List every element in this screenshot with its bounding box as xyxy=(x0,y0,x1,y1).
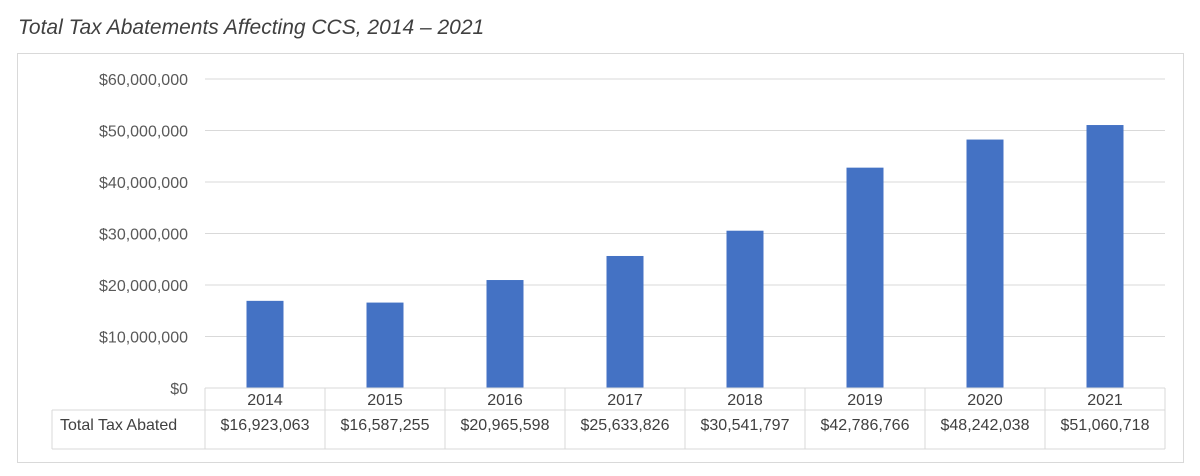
bar-2015 xyxy=(366,302,404,388)
table-value-cell: $25,633,826 xyxy=(581,417,670,434)
x-category-label: 2015 xyxy=(367,392,403,409)
y-tick-label: $40,000,000 xyxy=(99,175,188,192)
table-value-cell: $20,965,598 xyxy=(461,417,550,434)
bar-2016 xyxy=(486,280,524,388)
table-value-cell: $30,541,797 xyxy=(701,417,790,434)
y-tick-label: $20,000,000 xyxy=(99,278,188,295)
chart-frame xyxy=(17,53,1184,463)
y-tick-label: $60,000,000 xyxy=(99,72,188,89)
y-tick-label: $30,000,000 xyxy=(99,227,188,244)
x-category-label: 2014 xyxy=(247,392,283,409)
y-tick-label: $10,000,000 xyxy=(99,330,188,347)
bar-2017 xyxy=(606,255,644,388)
y-tick-label: $0 xyxy=(170,381,188,398)
bar-2019 xyxy=(846,167,884,388)
bar-2018 xyxy=(726,230,764,388)
x-category-label: 2017 xyxy=(607,392,643,409)
x-category-label: 2020 xyxy=(967,392,1003,409)
bar-2014 xyxy=(246,300,284,388)
x-category-label: 2019 xyxy=(847,392,883,409)
bar-2021 xyxy=(1086,125,1124,389)
x-category-label: 2018 xyxy=(727,392,763,409)
table-row-header: Total Tax Abated xyxy=(60,417,177,434)
table-value-cell: $51,060,718 xyxy=(1061,417,1150,434)
chart-title: Total Tax Abatements Affecting CCS, 2014… xyxy=(18,16,485,39)
y-tick-label: $50,000,000 xyxy=(99,124,188,141)
table-value-cell: $48,242,038 xyxy=(941,417,1030,434)
table-value-cell: $42,786,766 xyxy=(821,417,910,434)
x-category-label: 2021 xyxy=(1087,392,1123,409)
x-category-label: 2016 xyxy=(487,392,523,409)
table-value-cell: $16,587,255 xyxy=(341,417,430,434)
table-value-cell: $16,923,063 xyxy=(221,417,310,434)
bar-2020 xyxy=(966,139,1004,388)
